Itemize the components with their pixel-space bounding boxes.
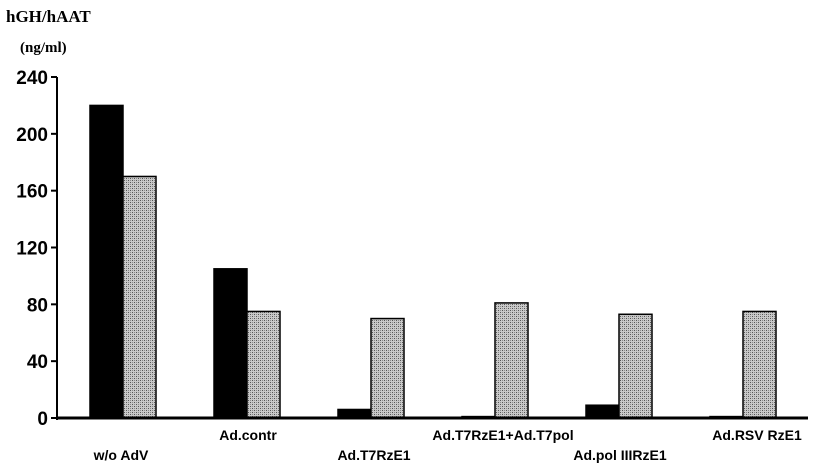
plot-area: 0 40 80 120 160 200 240 w/o AdV Ad.contr Ad.T7RzE… — [16, 68, 808, 463]
bar — [618, 313, 653, 419]
y-tick-label: 160 — [16, 182, 48, 203]
x-category-label: Ad.RSV RzE1 — [712, 427, 802, 443]
y-tick-label: 40 — [27, 352, 48, 373]
bar — [370, 317, 405, 419]
bar — [213, 268, 248, 419]
y-tick-label: 200 — [16, 125, 48, 146]
bar — [246, 310, 281, 419]
x-category-label: w/o AdV — [93, 447, 149, 463]
y-tick-label: 120 — [16, 239, 48, 260]
x-category-label: Ad.T7RzE1 — [337, 447, 410, 463]
x-category-label: Ad.T7RzE1+Ad.T7pol — [432, 427, 573, 443]
bar — [494, 302, 529, 419]
y-axis-label-line2: (ng/ml) — [20, 40, 67, 56]
x-category-label: Ad.pol IIIRzE1 — [573, 447, 667, 463]
y-tick-label: 0 — [37, 409, 48, 430]
y-tick-label: 80 — [27, 295, 48, 316]
bar — [89, 104, 124, 419]
x-category-label: Ad.contr — [219, 427, 277, 443]
bar — [742, 310, 777, 419]
y-tick-label: 240 — [16, 68, 48, 89]
y-axis-label-line1: hGH/hAAT — [6, 7, 91, 26]
bar — [122, 175, 157, 419]
bar — [585, 404, 620, 419]
